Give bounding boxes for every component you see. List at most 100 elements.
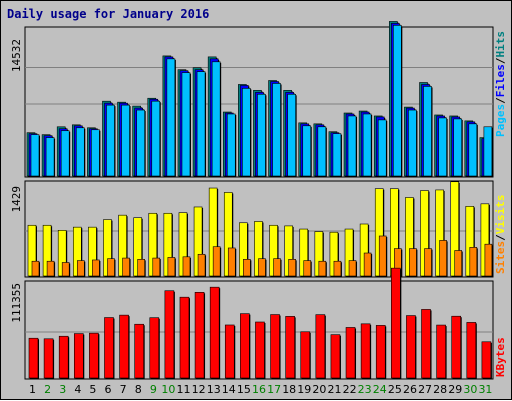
day-label-7: 7 [120,383,127,396]
sites-bar-day-3 [61,262,70,277]
sites-bar-day-27 [424,248,432,277]
legend-sep-2: / [494,57,507,64]
pages-bar-day-15 [242,88,251,177]
sites-bar-day-5 [92,259,100,277]
pages-bar-day-28 [438,117,447,177]
bottom-max-label: 111355 [10,283,23,323]
kbytes-bar-day-2 [43,338,54,379]
sites-bar-day-13 [212,246,221,277]
day-label-1: 1 [29,383,36,396]
day-label-16: 16 [252,383,266,396]
kbytes-bar-day-22 [345,327,356,379]
sites-bar-day-30 [469,247,478,277]
sites-bar-day-10 [167,257,176,277]
day-label-29: 29 [448,383,462,396]
sites-bar-day-28 [439,240,447,277]
legend-files: Files [494,64,507,97]
kbytes-bar-day-30 [466,322,477,379]
kbytes-bar-day-25 [391,267,401,379]
kbytes-bar-day-8 [134,323,144,379]
sites-bar-day-26 [409,248,417,277]
kbytes-bar-day-3 [58,335,69,379]
kbytes-bar-day-7 [119,314,129,379]
bottom-legend: KBytes [494,337,507,377]
sites-bar-day-11 [182,256,191,277]
mid-legend: Sites/Visits [494,195,507,275]
pages-bar-day-16 [257,93,266,177]
kbytes-bar-day-16 [255,321,265,379]
day-label-30: 30 [463,383,477,396]
sites-bar-day-4 [76,260,85,277]
bars-layer [26,21,493,379]
legend-kbytes: KBytes [494,337,507,377]
sites-bar-day-18 [288,259,296,277]
pages-bar-day-1 [30,134,40,177]
sites-bar-day-21 [333,260,342,277]
svg-text:Pages/Files/Hits: Pages/Files/Hits [494,31,507,137]
day-label-13: 13 [207,383,221,396]
kbytes-bar-day-18 [285,316,295,379]
kbytes-bar-day-31 [481,341,492,379]
kbytes-bar-day-10 [164,290,175,379]
top-max-label: 14532 [10,39,23,72]
pages-bar-day-25 [393,25,402,177]
pages-bar-day-27 [423,86,432,177]
kbytes-bar-day-19 [300,331,311,379]
pages-bar-day-7 [121,104,130,177]
kbytes-bar-day-14 [224,324,235,379]
top-legend: Pages/Files/Hits [494,31,507,137]
kbytes-bar-day-6 [104,317,114,379]
sites-bar-day-7 [122,257,130,277]
pages-bar-day-20 [317,126,327,177]
pages-bar-day-8 [136,109,145,177]
pages-bar-day-3 [60,130,70,177]
pages-bar-day-14 [226,113,236,177]
day-label-23: 23 [358,383,372,396]
pages-bar-day-5 [91,129,100,177]
kbytes-bar-day-5 [89,332,99,379]
pages-bar-day-10 [166,58,176,177]
sites-bar-day-17 [273,258,281,277]
sites-bar-day-14 [227,247,236,277]
day-label-10: 10 [161,383,175,396]
sites-bar-day-16 [258,258,266,277]
day-label-19: 19 [297,383,311,396]
pages-bar-day-4 [75,127,85,177]
day-label-4: 4 [74,383,81,396]
pages-bar-day-24 [377,119,387,177]
kbytes-bar-day-1 [28,337,39,379]
sites-bar-day-12 [197,253,206,277]
day-label-17: 17 [267,383,281,396]
kbytes-bar-day-15 [240,313,250,379]
kbytes-bar-day-9 [149,317,160,379]
sites-bar-day-29 [454,250,463,277]
pages-bar-day-19 [302,125,312,177]
sites-bar-day-23 [363,252,372,277]
day-label-14: 14 [222,383,236,396]
day-label-21: 21 [327,383,341,396]
sites-bar-day-19 [303,260,312,277]
sites-bar-day-6 [107,258,115,277]
pages-bar-day-23 [362,113,372,177]
kbytes-bar-day-26 [406,315,416,379]
kbytes-bar-day-17 [270,314,280,379]
kbytes-bar-day-20 [315,314,326,379]
pages-bar-day-31 [483,126,493,177]
pages-bar-day-30 [468,123,478,177]
pages-bar-day-29 [453,118,463,177]
pages-bar-day-17 [272,83,281,177]
kbytes-bar-day-29 [451,315,462,379]
sites-bar-day-8 [137,259,145,277]
day-label-22: 22 [343,383,357,396]
sites-bar-day-31 [484,243,493,277]
day-label-15: 15 [237,383,251,396]
pages-bar-day-18 [287,93,296,177]
day-label-20: 20 [312,383,326,396]
day-label-18: 18 [282,383,296,396]
pages-bar-day-11 [181,72,191,177]
pages-bar-day-6 [106,104,115,177]
kbytes-bar-day-28 [436,324,446,379]
sites-bar-day-2 [46,260,55,277]
day-label-9: 9 [150,383,157,396]
